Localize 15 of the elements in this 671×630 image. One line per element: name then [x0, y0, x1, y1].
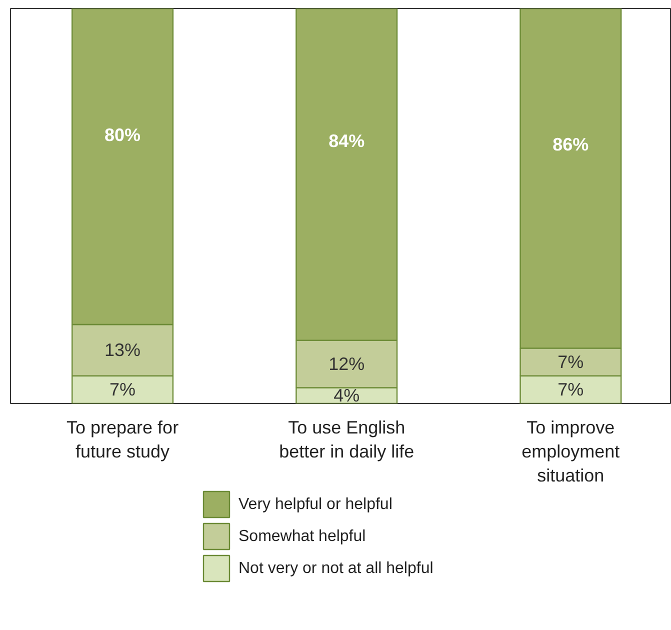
data-label: 84% [328, 131, 365, 152]
data-label: 86% [552, 134, 589, 154]
x-tick-label: To prepare for future study [66, 418, 179, 462]
data-label: 7% [110, 380, 136, 400]
x-tick-label: To use English better in daily life [279, 418, 414, 462]
legend-label: Somewhat helpful [238, 528, 366, 545]
x-tick-label: To improve employment situation [522, 418, 620, 486]
data-label: 13% [104, 340, 141, 360]
data-label: 7% [558, 380, 584, 400]
data-label: 80% [104, 124, 141, 145]
data-label: 4% [334, 386, 360, 406]
legend-label: Very helpful or helpful [238, 496, 392, 513]
data-label: 7% [558, 352, 584, 372]
legend-label: Not very or not at all helpful [238, 560, 434, 577]
data-label: 12% [328, 354, 365, 374]
